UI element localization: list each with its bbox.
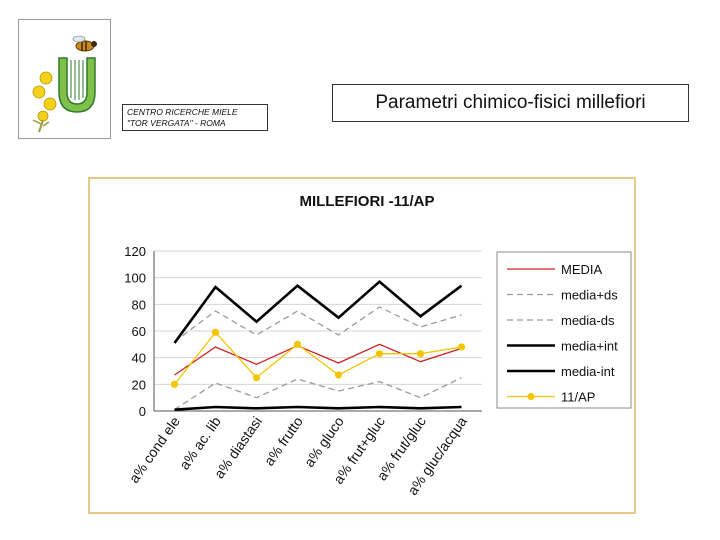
y-tick-label: 120 [124, 244, 146, 259]
chart-series [170, 279, 466, 411]
data-point [375, 350, 384, 358]
data-point [211, 328, 220, 336]
chart-title: MILLEFIORI -11/AP [299, 193, 434, 210]
data-point [416, 350, 425, 358]
y-tick-label: 40 [132, 351, 146, 366]
chart-frame: MILLEFIORI -11/AP 0 20 40 60 80 100 120 a% con… [88, 177, 636, 514]
series-line [174, 306, 462, 343]
data-point [252, 374, 261, 382]
data-point [170, 380, 179, 388]
series-line [174, 405, 462, 411]
data-point [457, 343, 466, 351]
x-tick-label: a% cond ele [126, 413, 183, 485]
y-tick-label: 0 [139, 404, 146, 419]
series-line [174, 343, 462, 376]
legend-label: media-int [561, 364, 615, 379]
legend-label: 11/AP [561, 390, 595, 405]
series-line [173, 331, 462, 385]
chart-axes [153, 251, 482, 412]
y-tick-label: 20 [132, 377, 146, 392]
research-center-label: CENTRO RICERCHE MIELE "TOR VERGATA" - RO… [122, 104, 268, 131]
research-center-name: CENTRO RICERCHE MIELE [127, 107, 238, 117]
y-tick-label: 80 [132, 297, 146, 312]
slide-title: Parametri chimico-fisici millefiori [332, 84, 689, 122]
data-point [334, 371, 343, 379]
chart-legend: MEDIA media+ds media-ds media+int media-int 1… [507, 262, 618, 405]
honey-research-logo [32, 35, 97, 133]
line-chart: MILLEFIORI -11/AP 0 20 40 60 80 100 120 a% con… [124, 193, 632, 498]
y-axis-tick-labels: 0 20 40 60 80 100 120 [124, 244, 146, 419]
legend-marker [527, 392, 535, 401]
data-point [293, 340, 302, 348]
legend-label: media-ds [561, 313, 615, 328]
y-tick-label: 60 [132, 324, 146, 339]
x-tick-label: a% frutto [261, 413, 306, 468]
legend-label: media+int [561, 339, 618, 354]
legend-label: media+ds [561, 288, 618, 303]
research-center-location: "TOR VERGATA" - ROMA [127, 118, 226, 128]
chart-gridlines [154, 250, 482, 385]
logo [18, 19, 111, 139]
series-line [173, 279, 463, 344]
series-line [174, 377, 462, 411]
legend-label: MEDIA [561, 262, 603, 277]
y-tick-label: 100 [124, 271, 146, 286]
legend-box [496, 251, 632, 409]
